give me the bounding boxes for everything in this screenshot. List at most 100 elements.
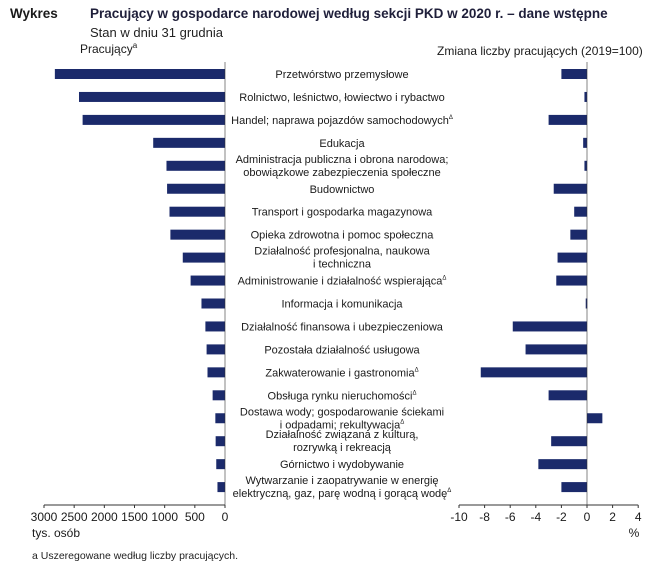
category-label: Administracja publiczna i obrona narodow… xyxy=(236,154,449,179)
category-label-line: Rolnictwo, leśnictwo, łowiectwo i rybact… xyxy=(239,92,444,104)
category-label-line: Wytwarzanie i zaopatrywanie w energię xyxy=(245,475,438,487)
category-label-line: Informacja i komunikacja xyxy=(281,299,403,311)
chart-subtitle: Stan w dniu 31 grudnia xyxy=(90,25,223,40)
left-bar xyxy=(167,183,225,194)
category-label: Dostawa wody; gospodarowanie ściekami i o… xyxy=(240,406,444,431)
category-label: Rolnictwo, leśnictwo, łowiectwo i rybact… xyxy=(239,92,444,104)
category-label-superscript: Δ xyxy=(449,115,453,121)
category-label-line: Budownictwo xyxy=(310,184,375,196)
left-tick-label: 3000 xyxy=(31,510,58,524)
left-bar xyxy=(166,160,225,171)
right-bar xyxy=(512,321,587,332)
left-bar xyxy=(190,275,225,286)
left-bar xyxy=(169,206,225,217)
left-tick-label: 2000 xyxy=(91,510,118,524)
left-bar xyxy=(82,114,225,125)
right-bar xyxy=(583,137,587,148)
category-label: Edukacja xyxy=(319,138,365,150)
category-label: Zakwaterowanie i gastronomiaΔ xyxy=(265,367,418,379)
category-label-line: Działalność finansowa i ubezpieczeniowa xyxy=(241,321,444,333)
category-label-line: Działalność profesjonalna, naukowa xyxy=(254,246,430,258)
right-tick-label: -6 xyxy=(505,510,516,524)
category-label: Handel; naprawa pojazdów samochodowychΔ xyxy=(231,115,453,127)
right-bar xyxy=(561,69,587,79)
category-label-line: Transport i gospodarka magazynowa xyxy=(252,207,433,219)
left-bar xyxy=(207,367,225,378)
left-panel-title-superscript: a xyxy=(133,41,138,50)
right-tick-label: 2 xyxy=(609,510,616,524)
left-panel-title: Pracującya xyxy=(80,41,138,56)
category-label-line: Dostawa wody; gospodarowanie ściekami xyxy=(240,406,444,418)
right-bar xyxy=(585,298,588,309)
right-tick-label: 0 xyxy=(584,510,591,524)
left-bar xyxy=(216,459,225,470)
category-label-line: Pozostała działalność usługowa xyxy=(264,344,420,356)
left-bar xyxy=(78,91,225,102)
category-label: Górnictwo i wydobywanie xyxy=(280,459,404,471)
category-label: Działalność profesjonalna, naukowa i tech… xyxy=(254,246,430,271)
right-bar xyxy=(557,252,587,263)
category-label: Informacja i komunikacja xyxy=(281,299,403,311)
category-label-line: obowiązkowe zabezpieczenia społeczne xyxy=(243,167,441,179)
left-axis-label: tys. osób xyxy=(32,526,80,540)
category-label-line: Obsługa rynku nieruchomości xyxy=(268,390,413,402)
category-label: Opieka zdrowotna i pomoc społeczna xyxy=(251,230,435,242)
category-label-superscript: Δ xyxy=(412,390,416,396)
category-label-line: Administracja publiczna i obrona narodow… xyxy=(236,154,449,166)
category-label-superscript: Δ xyxy=(447,488,451,494)
left-bar xyxy=(182,252,225,263)
left-bar xyxy=(215,436,225,447)
right-bar xyxy=(538,459,587,470)
category-label-superscript: Δ xyxy=(442,276,446,282)
category-label-line: elektryczną, gaz, parę wodną i gorącą wo… xyxy=(233,488,448,500)
left-bar xyxy=(153,137,225,148)
right-tick-label: -4 xyxy=(530,510,541,524)
right-axis-label: % xyxy=(629,526,640,540)
category-label: Transport i gospodarka magazynowa xyxy=(252,207,433,219)
category-label-line: i odpadami; rekultywacja xyxy=(280,419,401,431)
category-label: Administrowanie i działalność wspierając… xyxy=(238,276,447,288)
category-label-line: Górnictwo i wydobywanie xyxy=(280,459,404,471)
left-bar xyxy=(170,229,225,240)
figure-label: Wykres xyxy=(10,6,58,21)
left-bar xyxy=(217,482,225,493)
right-tick-label: 4 xyxy=(635,510,642,524)
category-label: Budownictwo xyxy=(310,184,375,196)
right-bar xyxy=(570,229,587,240)
right-bar xyxy=(584,160,587,171)
category-label-line: Zakwaterowanie i gastronomia xyxy=(265,367,415,379)
left-bar xyxy=(212,390,225,401)
footnote: a Uszeregowane według liczby pracujących… xyxy=(32,550,239,562)
left-bar xyxy=(215,413,225,424)
left-tick-label: 1000 xyxy=(151,510,178,524)
category-label-line: Handel; naprawa pojazdów samochodowych xyxy=(231,115,449,127)
category-label: Pozostała działalność usługowa xyxy=(264,344,420,356)
category-label-line: Przetwórstwo przemysłowe xyxy=(275,69,408,81)
right-tick-label: -10 xyxy=(450,510,468,524)
category-label-line: rozrywką i rekreacją xyxy=(293,442,392,454)
right-bar xyxy=(556,275,587,286)
right-bar xyxy=(561,482,587,493)
right-bar xyxy=(574,206,587,217)
category-label: Obsługa rynku nieruchomościΔ xyxy=(268,390,417,402)
category-label: Wytwarzanie i zaopatrywanie w energię ele… xyxy=(233,475,452,500)
category-label: Przetwórstwo przemysłowe xyxy=(275,69,408,81)
left-bar xyxy=(206,344,225,355)
left-tick-label: 2500 xyxy=(61,510,88,524)
category-label-line: i techniczna xyxy=(313,259,372,271)
right-bar xyxy=(553,183,587,194)
left-bar xyxy=(201,298,225,309)
category-label-superscript: Δ xyxy=(400,419,404,425)
left-bar xyxy=(205,321,225,332)
category-label: Działalność związana z kulturą, rozrywką … xyxy=(266,429,419,454)
right-bar xyxy=(587,413,603,424)
left-tick-label: 0 xyxy=(222,510,229,524)
chart-title: Pracujący w gospodarce narodowej według … xyxy=(90,6,608,21)
right-bar xyxy=(480,367,587,378)
category-label-line: Opieka zdrowotna i pomoc społeczna xyxy=(251,230,435,242)
right-bar xyxy=(548,114,587,125)
left-bar xyxy=(54,69,225,79)
category-label: Działalność finansowa i ubezpieczeniowa xyxy=(241,321,444,333)
category-label-line: Działalność związana z kulturą, xyxy=(266,429,419,441)
category-label-line: Administrowanie i działalność wspierając… xyxy=(238,276,444,288)
